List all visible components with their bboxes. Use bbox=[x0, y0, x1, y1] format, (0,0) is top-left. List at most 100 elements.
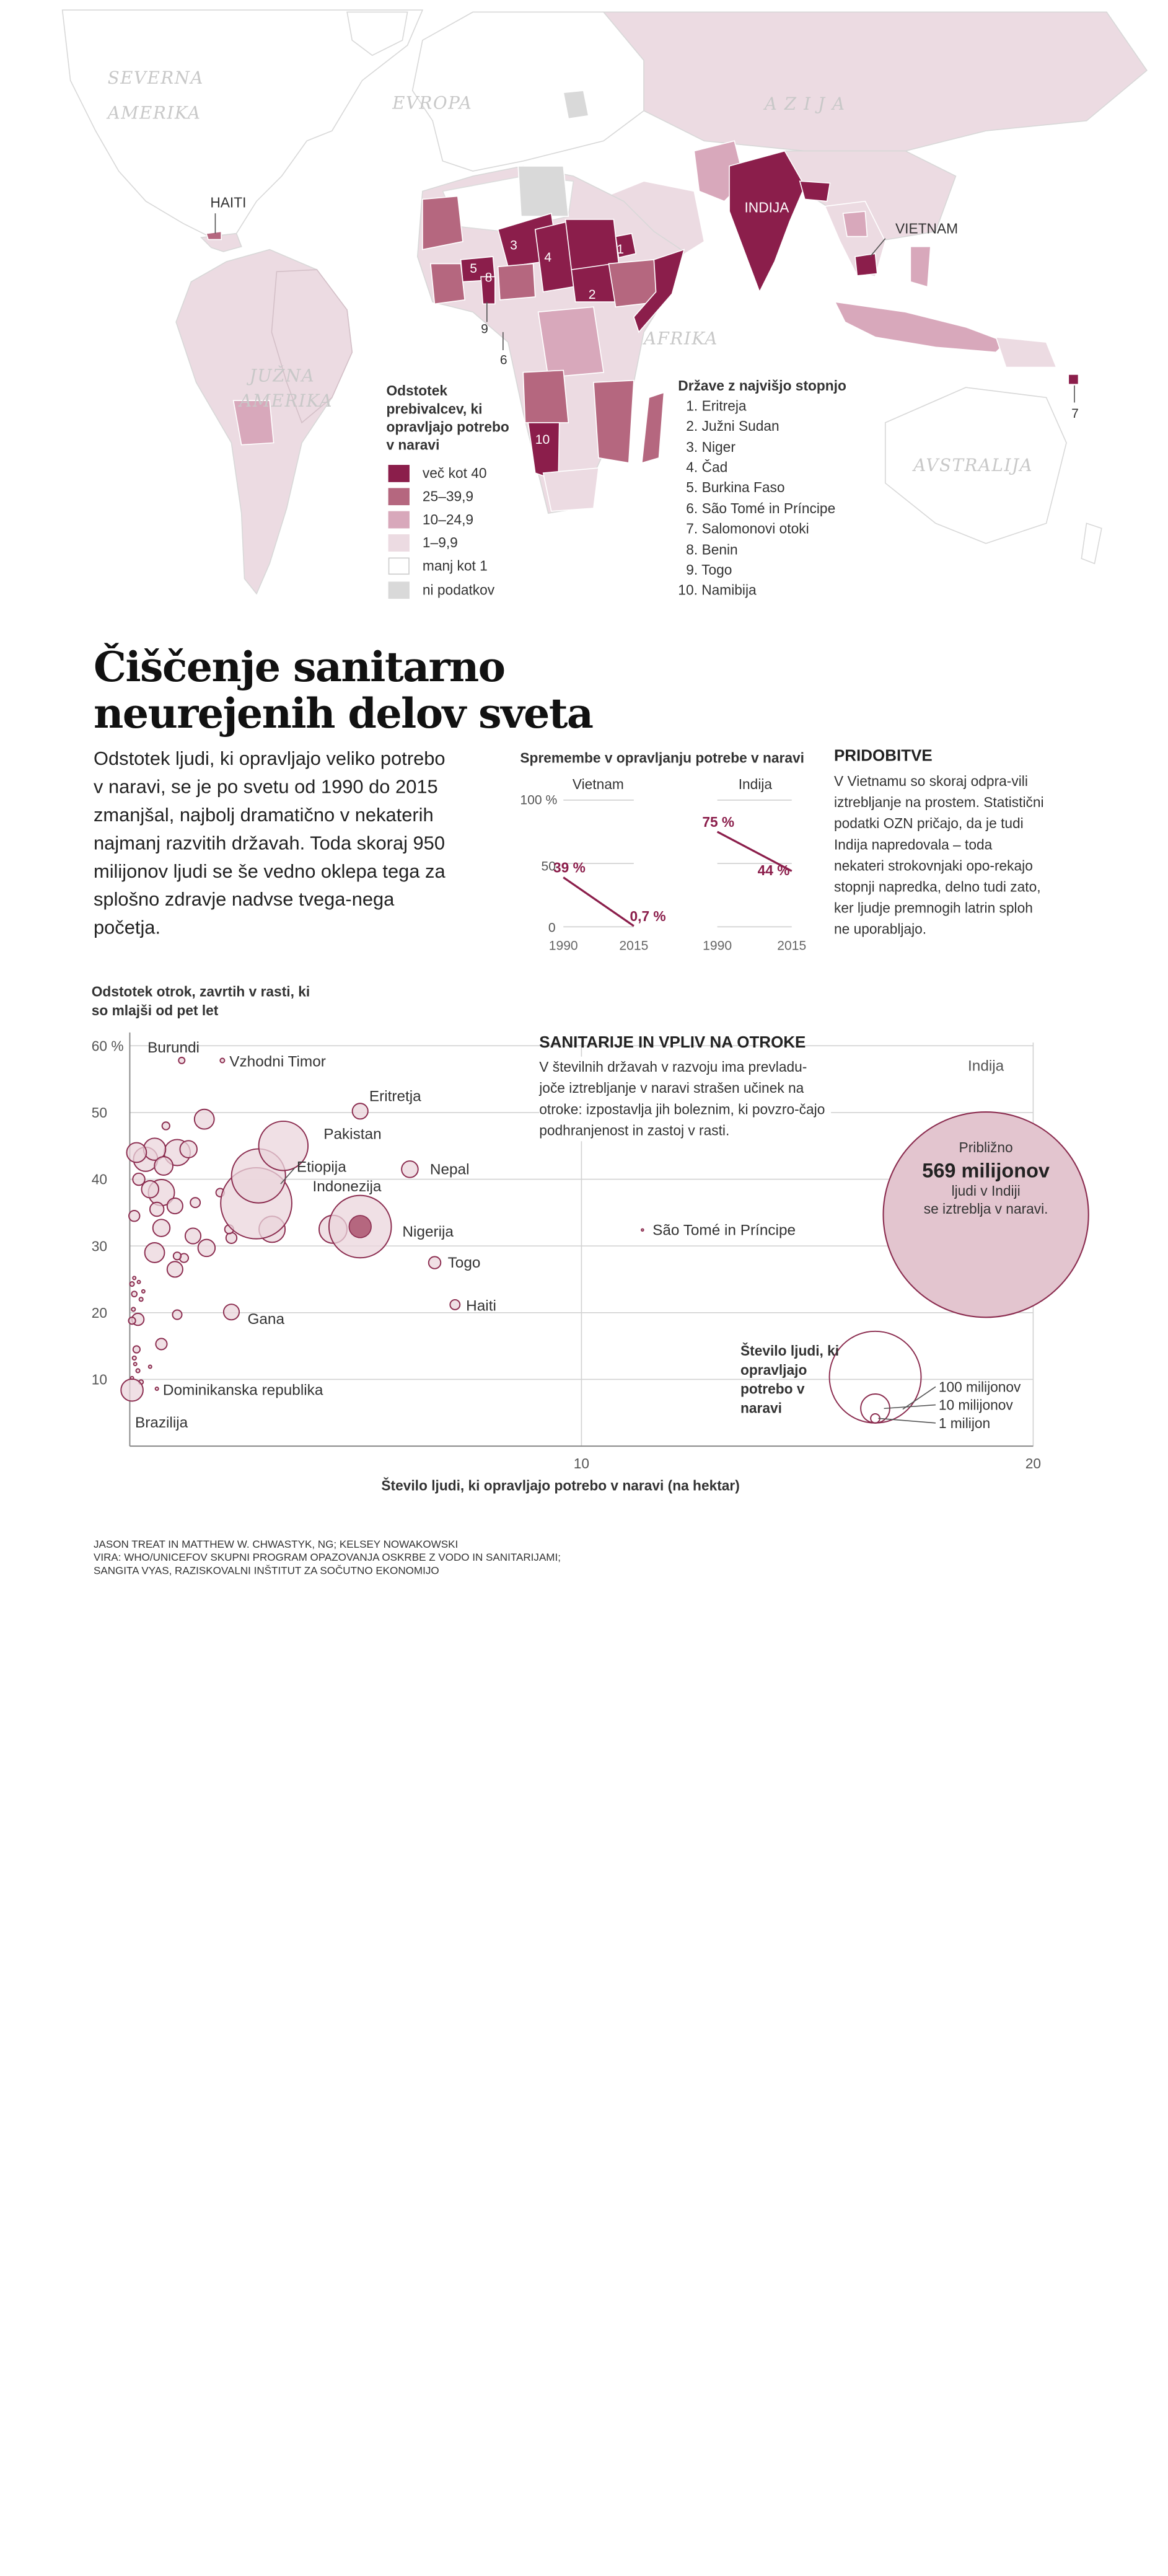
line-panel-title-india: Indija bbox=[738, 775, 773, 792]
bubble bbox=[155, 1338, 168, 1351]
rank-marker-8: 8 bbox=[485, 270, 493, 285]
bubble-chart: 60 % 50 40 30 20 10 10 20 Burundi Vzhodni Timor Er… bbox=[92, 1032, 1089, 1471]
line-data-label: 75 % bbox=[702, 814, 734, 830]
sidebar-body: V Vietnamu so skoraj odpra-vili iztreblj… bbox=[833, 772, 1044, 937]
size-legend-title: Število ljudi, ki opravljajo potrebo v n… bbox=[740, 1342, 840, 1416]
bubble-brazilija bbox=[120, 1378, 144, 1402]
line-data-label: 44 % bbox=[758, 862, 790, 878]
size-legend-leader bbox=[878, 1418, 936, 1424]
bubble bbox=[184, 1227, 202, 1245]
map-madagascar bbox=[641, 392, 665, 464]
scatter-ytick-label: 50 bbox=[92, 1105, 107, 1121]
india-annotation-line3: ljudi v Indiji bbox=[952, 1183, 1021, 1199]
legend-swatch bbox=[388, 465, 410, 482]
bubble-label: Eritretja bbox=[369, 1088, 421, 1105]
bubble-s-o-tom-in-pr-ncipe bbox=[641, 1228, 644, 1232]
headline-line-1: Čiščenje sanitarno bbox=[93, 643, 506, 692]
map-philippines bbox=[910, 245, 931, 288]
map-west-africa bbox=[430, 263, 465, 305]
bubble bbox=[141, 1180, 160, 1199]
map-cambodia bbox=[854, 253, 878, 276]
bubble-label: Nigerija bbox=[402, 1224, 454, 1240]
bubble bbox=[197, 1238, 216, 1258]
legend-swatch bbox=[388, 557, 410, 575]
bubble bbox=[152, 1219, 171, 1237]
size-legend-label: 1 milijon bbox=[939, 1415, 990, 1431]
bubble bbox=[144, 1242, 165, 1263]
bubble-label: Gana bbox=[247, 1311, 284, 1328]
size-legend-circle bbox=[828, 1330, 922, 1424]
bubble-label: Indonezija bbox=[312, 1178, 381, 1195]
continent-south-america-2: AMERIKA bbox=[239, 391, 333, 412]
size-legend-label: 10 milijonov bbox=[939, 1397, 1014, 1413]
bubble-label: Etiopija bbox=[297, 1159, 346, 1176]
bubble-nepal bbox=[401, 1160, 419, 1178]
line-chart: 1990 2015 39 % 0,7 % 1990 2015 75 % 44 % bbox=[549, 799, 806, 953]
map-new-zealand bbox=[1081, 523, 1102, 565]
top10-item: 5. Burkina Faso bbox=[686, 479, 785, 495]
legend-swatch bbox=[388, 488, 410, 506]
top10-item: 8. Benin bbox=[686, 541, 738, 558]
rank-marker-9: 9 bbox=[481, 320, 488, 337]
map-angola bbox=[522, 369, 569, 423]
bubble bbox=[131, 1355, 137, 1361]
label-leader bbox=[280, 1167, 296, 1184]
map-brazil bbox=[271, 269, 353, 424]
credits: JASON TREAT IN MATTHEW W. CHWASTYK, NG; … bbox=[94, 1538, 697, 1577]
bubble bbox=[166, 1261, 183, 1278]
legend-title: Odstotek prebivalcev, ki opravljajo potr… bbox=[386, 382, 509, 453]
map-tanzania-moz bbox=[593, 379, 634, 464]
rank-marker-1: 1 bbox=[617, 241, 625, 257]
map-bolivia bbox=[232, 400, 274, 446]
bubble bbox=[154, 1156, 173, 1176]
map-haiti-island bbox=[205, 231, 222, 240]
scatter-ytick-label: 60 % bbox=[92, 1038, 124, 1054]
bubble-label: Togo bbox=[448, 1255, 481, 1271]
bubble bbox=[132, 1276, 137, 1281]
continent-north-america-1: SEVERNA bbox=[107, 68, 204, 89]
bubble bbox=[149, 1201, 165, 1217]
bubble-label: Nepal bbox=[430, 1162, 470, 1178]
india-annotation-line1: Približno bbox=[959, 1139, 1013, 1155]
line-ytick-100: 100 % bbox=[520, 792, 558, 808]
legend-label: 10–24,9 bbox=[422, 511, 474, 527]
legend-label: 1–9,9 bbox=[422, 534, 458, 551]
bubble-label: Pakistan bbox=[323, 1126, 381, 1142]
map-nepal-bangladesh bbox=[799, 180, 831, 202]
top10-item: 7. Salomonovi otoki bbox=[686, 520, 809, 537]
top10-item: 10. Namibija bbox=[678, 581, 757, 598]
legend-label: 25–39,9 bbox=[422, 488, 474, 505]
bubble bbox=[132, 1172, 146, 1186]
rank-marker-6: 6 bbox=[499, 352, 507, 368]
bubble bbox=[161, 1121, 170, 1131]
map-benin-togo bbox=[480, 276, 496, 305]
map-laos-myanmar bbox=[842, 211, 868, 237]
map-eritrea bbox=[615, 232, 637, 258]
bubble bbox=[193, 1108, 215, 1130]
world-map bbox=[61, 9, 1148, 595]
label-vietnam: VIETNAM bbox=[895, 220, 959, 237]
map-russia bbox=[602, 11, 1148, 152]
legend-label: več kot 40 bbox=[422, 465, 487, 482]
scatter-xtick-label: 20 bbox=[1025, 1455, 1041, 1471]
bubble-india bbox=[882, 1111, 1089, 1318]
intro-text: Odstotek ljudi, ki opravljajo veliko pot… bbox=[93, 748, 446, 939]
bubble bbox=[172, 1251, 182, 1261]
sidebar-title: PRIDOBITVE bbox=[833, 748, 933, 765]
bubble-pakistan bbox=[258, 1120, 309, 1171]
credit-line: JASON TREAT IN MATTHEW W. CHWASTYK, NG; … bbox=[93, 1538, 459, 1551]
bubble-label: Burundi bbox=[147, 1039, 200, 1056]
bubble-dominikanska-republika bbox=[154, 1387, 159, 1392]
line-xtick-label: 2015 bbox=[619, 939, 648, 953]
continent-europe: EVROPA bbox=[392, 93, 473, 114]
legend-swatch bbox=[388, 581, 410, 599]
map-eastern-europe bbox=[563, 90, 589, 120]
india-label: Indija bbox=[968, 1058, 1004, 1075]
india-annotation-line4: se iztreblja v naravi. bbox=[924, 1201, 1048, 1217]
legend-swatch bbox=[388, 511, 410, 529]
line-data-label: 39 % bbox=[553, 859, 586, 875]
legend-swatch bbox=[388, 534, 410, 552]
line-xtick-label: 2015 bbox=[777, 939, 806, 953]
leader-vietnam bbox=[869, 238, 886, 257]
bubble bbox=[136, 1279, 141, 1284]
